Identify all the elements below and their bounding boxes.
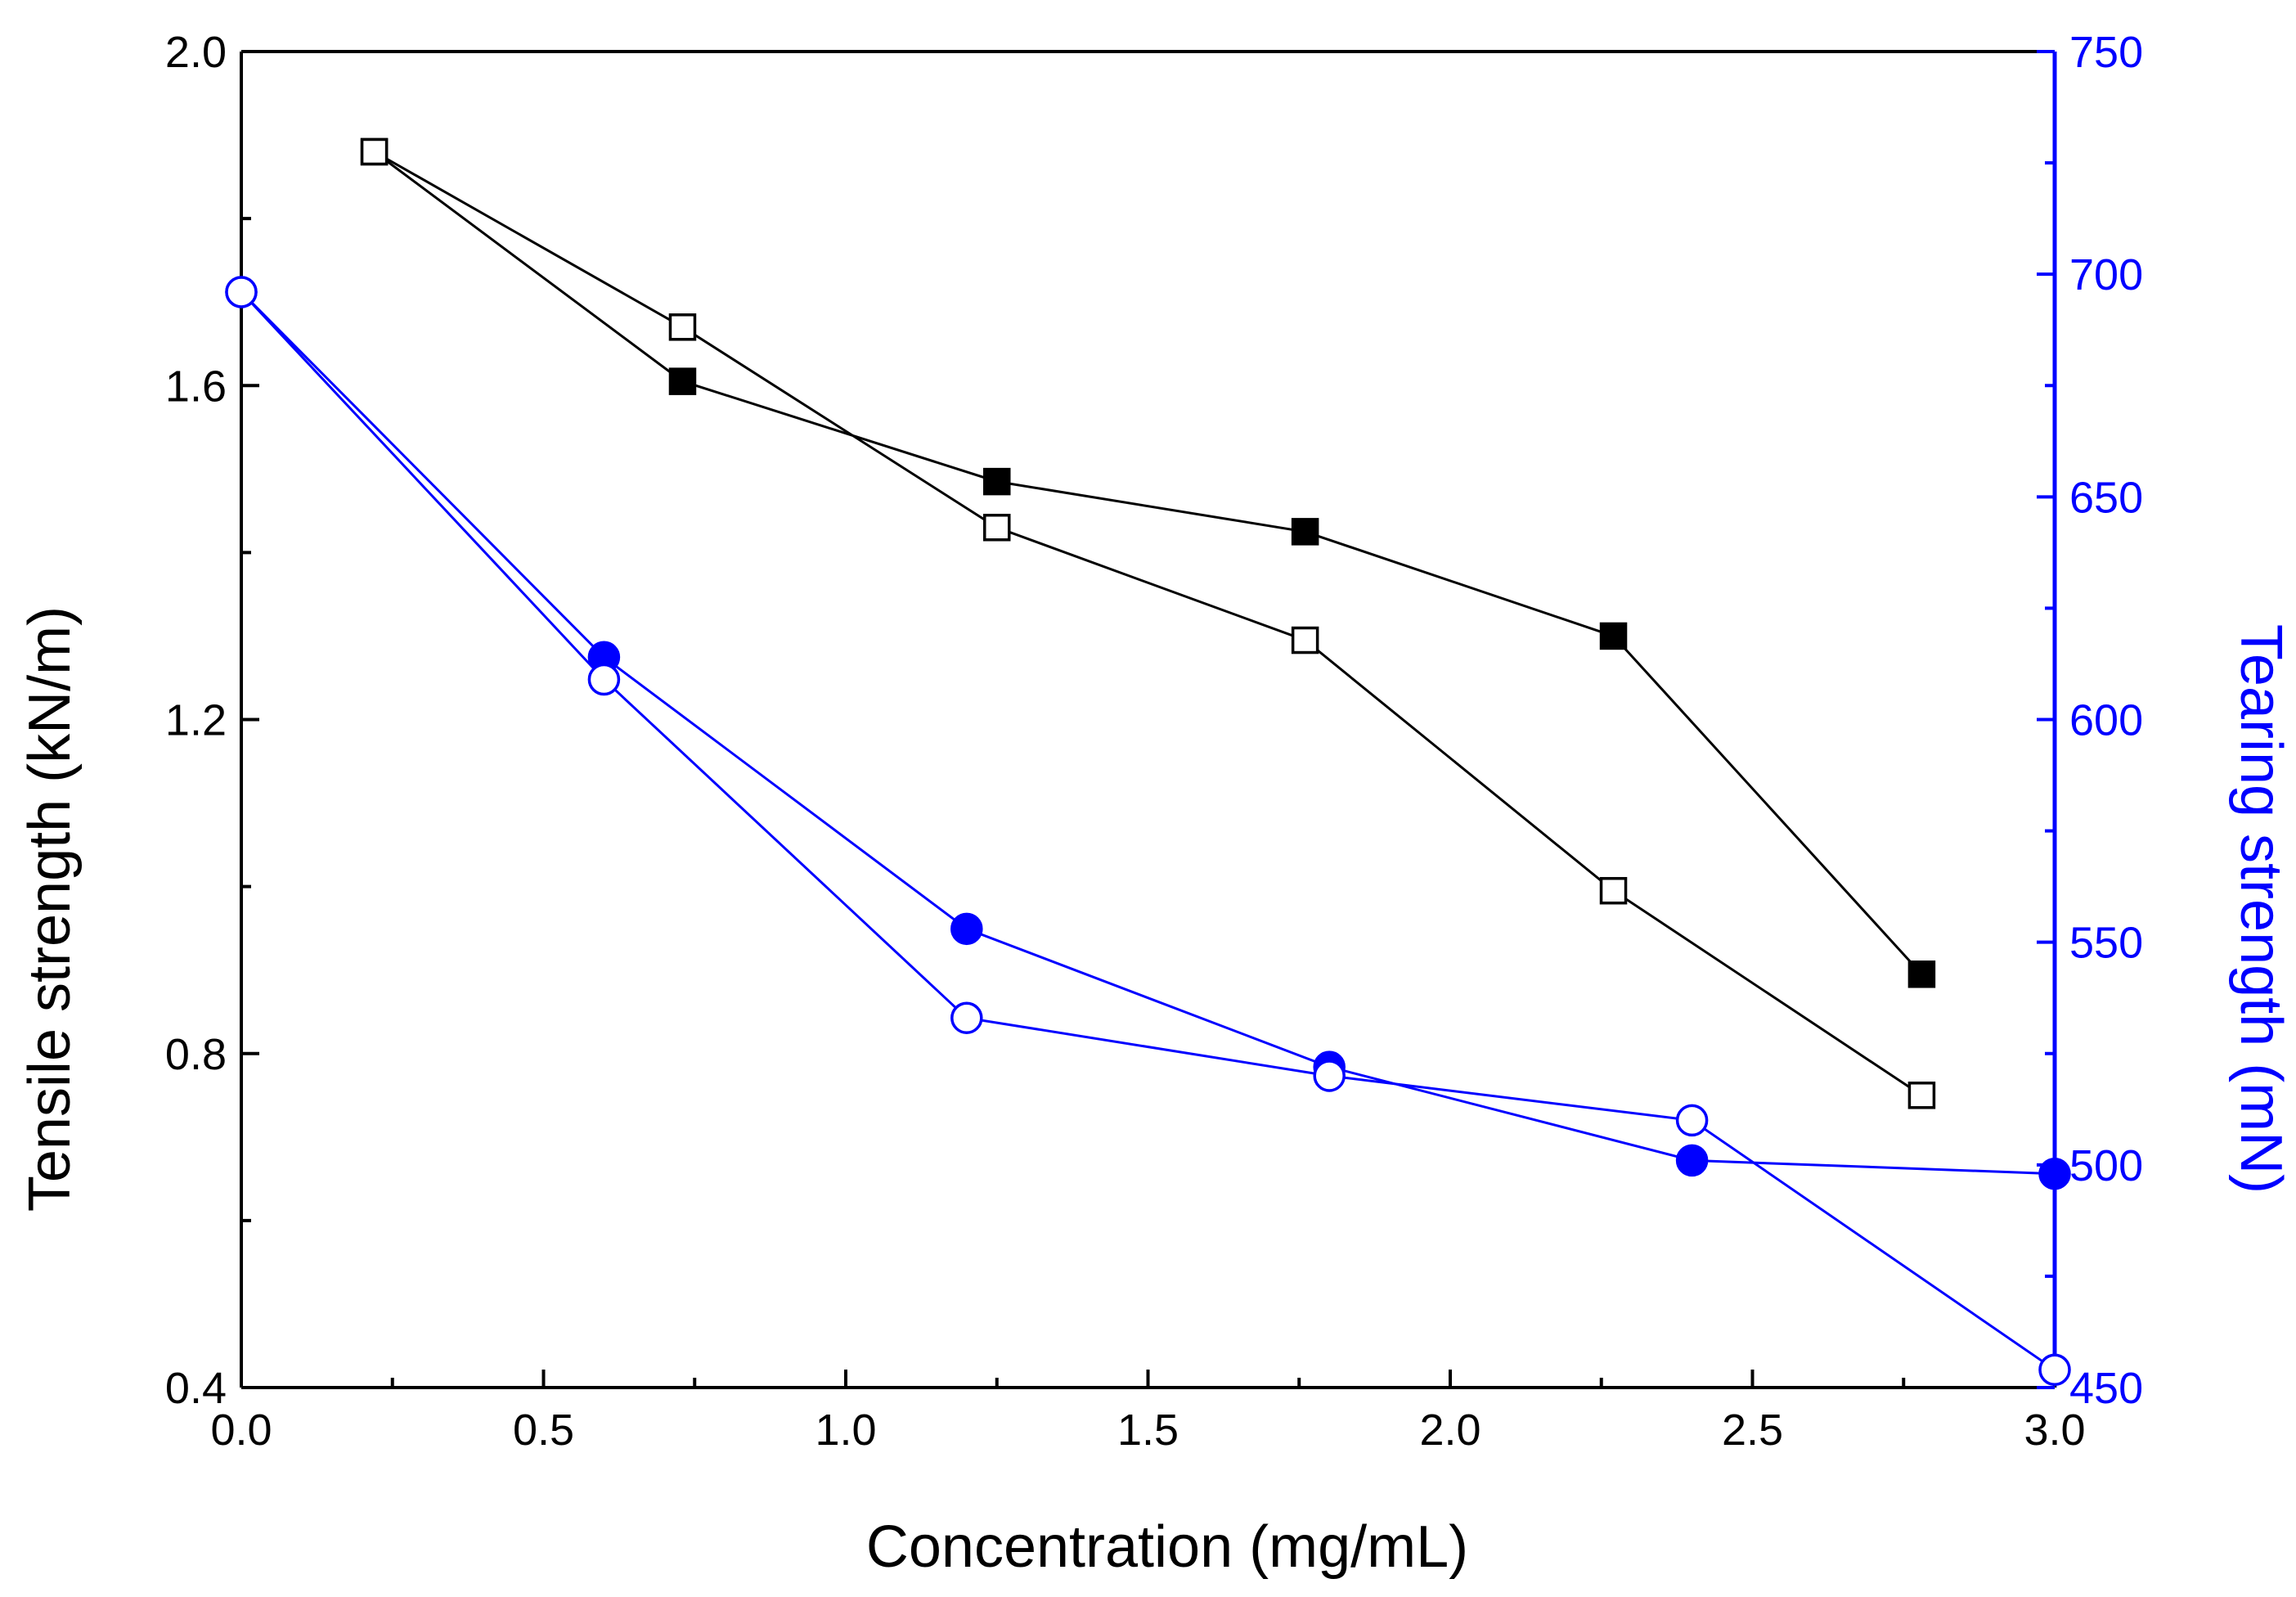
filled-square-marker <box>1291 518 1319 546</box>
open-circle-marker <box>950 1001 983 1034</box>
y-right-tick-label: 650 <box>2069 473 2143 522</box>
y-left-tick-label: 1.6 <box>165 362 227 411</box>
filled-square-marker <box>1599 622 1628 650</box>
open-square-marker <box>360 137 389 166</box>
open-square-marker <box>1907 1082 1936 1109</box>
x-tick-label: 1.0 <box>815 1406 876 1455</box>
y-left-tick-label: 0.4 <box>165 1364 227 1413</box>
series-line <box>240 290 2056 1176</box>
x-tick-label: 2.0 <box>1419 1406 1480 1455</box>
series-line <box>373 151 1923 1097</box>
x-axis-title: Concentration (mg/mL) <box>866 1514 1468 1580</box>
x-tick-label: 3.0 <box>2024 1406 2085 1455</box>
y-right-tick-label: 500 <box>2069 1141 2143 1190</box>
series-3 <box>225 276 2071 1190</box>
series-line <box>373 151 1923 975</box>
x-tick-label: 2.5 <box>1722 1406 1783 1455</box>
filled-circle-marker <box>950 912 983 946</box>
y-axis-left-title: Tensile strength (kN/m) <box>17 606 83 1212</box>
filled-square-marker <box>668 367 697 395</box>
open-circle-marker <box>1313 1059 1346 1092</box>
open-square-marker <box>668 313 697 341</box>
y-right-tick-label: 750 <box>2069 28 2143 77</box>
open-circle-marker <box>587 663 621 696</box>
open-circle-marker <box>225 276 258 308</box>
x-tick-label: 0.0 <box>210 1406 272 1455</box>
filled-circle-marker <box>1675 1144 1709 1177</box>
series-1 <box>360 137 1936 988</box>
y-left-tick-label: 2.0 <box>165 28 227 77</box>
open-square-marker <box>983 514 1011 542</box>
filled-square-marker <box>1907 960 1936 988</box>
y-right-tick-label: 550 <box>2069 919 2143 968</box>
x-tick-label: 1.5 <box>1117 1406 1179 1455</box>
series-2 <box>360 137 1936 1109</box>
plot-series <box>225 137 2071 1386</box>
y-right-tick-label: 450 <box>2069 1364 2143 1413</box>
y-left-tick-label: 0.8 <box>165 1030 227 1079</box>
y-right-tick-label: 700 <box>2069 250 2143 299</box>
open-circle-marker <box>1675 1104 1709 1137</box>
y-left-tick-label: 1.2 <box>165 696 227 745</box>
filled-circle-marker <box>2038 1157 2071 1190</box>
y-right-tick-label: 600 <box>2069 696 2143 745</box>
series-line <box>240 290 2056 1371</box>
open-circle-marker <box>2038 1353 2071 1386</box>
filled-square-marker <box>983 467 1011 496</box>
series-4 <box>225 276 2071 1386</box>
open-square-marker <box>1291 626 1319 655</box>
open-square-marker <box>1599 876 1628 905</box>
x-tick-label: 0.5 <box>513 1406 574 1455</box>
axes: 0.0 0.5 1.0 1.5 2.0 2.5 3.0 0.4 0.8 1.2 1.6 2.0 450 5… <box>165 28 2143 1455</box>
y-axis-right-title: Tearing strength (mN) <box>2228 624 2294 1194</box>
